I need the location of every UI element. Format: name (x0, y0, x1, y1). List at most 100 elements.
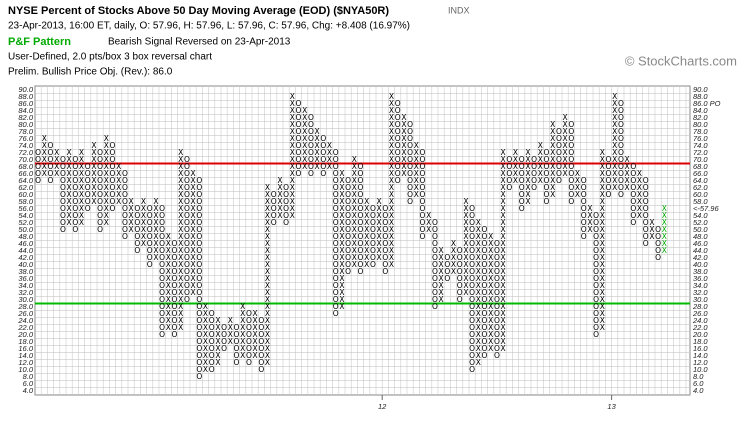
y-tick-label: 42.0 (18, 253, 33, 262)
y-tick-label: 78.0 (18, 127, 33, 136)
x-box: X (612, 106, 617, 115)
o-box: O (122, 183, 128, 192)
o-box: O (469, 246, 475, 255)
o-box: O (606, 155, 612, 164)
o-box: O (358, 232, 364, 241)
x-box: X (215, 337, 220, 346)
x-box: X (302, 162, 307, 171)
x-box: X (153, 211, 158, 220)
x-box: X (253, 337, 258, 346)
x-box: X (476, 225, 481, 234)
o-box: O (60, 155, 66, 164)
x-box: X (153, 232, 158, 241)
o-box: O (345, 253, 351, 262)
x-box: X (451, 246, 456, 255)
o-box: O (159, 239, 165, 248)
x-box: X (265, 337, 270, 346)
o-box: O (420, 211, 426, 220)
o-box: O (134, 246, 140, 255)
o-box: O (122, 225, 128, 234)
o-box: O (618, 141, 624, 150)
x-box: X (315, 134, 320, 143)
o-box: O (581, 197, 587, 206)
x-box: X (191, 246, 196, 255)
y-tick-label-right: 68.0 (693, 162, 708, 171)
o-box: O (506, 169, 512, 178)
o-box: O (630, 197, 636, 206)
o-box: O (494, 267, 500, 276)
o-box: O (85, 176, 91, 185)
x-box: X (600, 302, 605, 311)
x-box: X (550, 141, 555, 150)
x-box: X (612, 92, 617, 101)
x-box: X (67, 176, 72, 185)
o-box: O (159, 232, 165, 241)
o-box: O (593, 260, 599, 269)
o-box: O (35, 169, 41, 178)
o-box: O (606, 183, 612, 192)
y-tick-label: 32.0 (18, 288, 33, 297)
o-box: O (122, 197, 128, 206)
o-box: O (72, 169, 78, 178)
y-tick-label: 90.0 (18, 85, 33, 94)
o-box: O (531, 169, 537, 178)
y-tick-label: 68.0 (18, 162, 33, 171)
x-box: X (600, 176, 605, 185)
o-box: O (345, 239, 351, 248)
y-tick-label-right: 60.0 (693, 190, 708, 199)
x-box: X (501, 323, 506, 332)
o-box: O (60, 169, 66, 178)
x-box: X (191, 225, 196, 234)
x-box: X (550, 148, 555, 157)
o-box: O (296, 155, 302, 164)
x-box: X (439, 288, 444, 297)
o-box: O (97, 148, 103, 157)
o-box: O (283, 204, 289, 213)
x-box: X (501, 344, 506, 353)
x-box: X (476, 281, 481, 290)
o-box: O (172, 302, 178, 311)
o-box: O (556, 169, 562, 178)
x-box: X (42, 155, 47, 164)
x-box: X (439, 246, 444, 255)
o-box: O (333, 281, 339, 290)
x-box: X (550, 120, 555, 129)
o-box: O (593, 295, 599, 304)
x-box: X (129, 204, 134, 213)
o-box: O (196, 295, 202, 304)
x-box: X (525, 197, 530, 206)
x-tick-label: 12 (378, 402, 387, 411)
x-box: X (476, 323, 481, 332)
o-box: O (494, 260, 500, 269)
o-box: O (110, 190, 116, 199)
x-box: X (600, 162, 605, 171)
x-box: X (104, 169, 109, 178)
x-box: X (42, 134, 47, 143)
o-box: O (147, 232, 153, 241)
o-box: O (296, 127, 302, 136)
o-box: O (271, 211, 277, 220)
x-box: X (501, 253, 506, 262)
x-box: X (104, 148, 109, 157)
x-box: X (463, 253, 468, 262)
y-tick-label: 54.0 (18, 211, 33, 220)
o-box: O (159, 302, 165, 311)
o-box: O (494, 239, 500, 248)
x-box: X (265, 204, 270, 213)
x-box: X (79, 176, 84, 185)
o-box: O (159, 309, 165, 318)
x-box: X (104, 190, 109, 199)
o-box: O (333, 169, 339, 178)
o-box: O (258, 365, 264, 374)
x-box: X (377, 232, 382, 241)
o-box: O (469, 316, 475, 325)
o-box: O (110, 183, 116, 192)
o-box: O (234, 337, 240, 346)
x-box: X (265, 309, 270, 318)
x-box: X (538, 141, 543, 150)
x-box: X (587, 218, 592, 227)
o-box: O (643, 218, 649, 227)
o-box: O (209, 351, 215, 360)
x-box: X (302, 106, 307, 115)
o-box: O (358, 218, 364, 227)
